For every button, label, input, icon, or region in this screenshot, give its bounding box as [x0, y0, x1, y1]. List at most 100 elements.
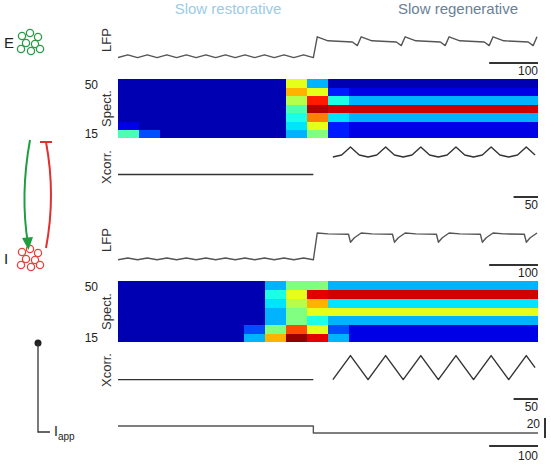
heat-cell — [160, 298, 182, 307]
heat-cell — [202, 333, 224, 342]
heat-cell — [454, 121, 476, 130]
heat-cell — [244, 130, 266, 138]
heat-cell — [286, 87, 308, 96]
heat-cell — [118, 96, 140, 105]
heat-cell — [328, 325, 350, 334]
heat-cell — [475, 325, 497, 334]
panel: LFP100 — [99, 28, 538, 78]
neuron — [36, 45, 43, 52]
heat-cell — [370, 316, 392, 325]
heat-cell — [391, 333, 413, 342]
heat-cell — [349, 298, 371, 307]
heat-cell — [160, 113, 182, 122]
heat-cell — [286, 316, 308, 325]
trace — [333, 356, 535, 380]
population-icon — [17, 245, 43, 270]
heat-cell — [202, 316, 224, 325]
heat-cell — [139, 96, 161, 105]
heat-cell — [433, 290, 455, 299]
heat-cell — [349, 290, 371, 299]
heat-cell — [139, 298, 161, 307]
heat-cell — [391, 298, 413, 307]
heat-cell — [118, 333, 140, 342]
heat-cell — [202, 307, 224, 316]
heat-cell — [496, 87, 518, 96]
heat-cell — [202, 79, 224, 88]
heat-cell — [265, 325, 287, 334]
scale-label: 100 — [518, 266, 538, 280]
tick-label: 15 — [85, 331, 99, 345]
heat-cell — [517, 307, 538, 316]
heat-cell — [433, 298, 455, 307]
heat-cell — [496, 298, 518, 307]
heat-cell — [223, 333, 245, 342]
heat-cell — [181, 333, 203, 342]
heat-cell — [118, 104, 140, 113]
heat-cell — [517, 79, 538, 88]
heat-cell — [391, 290, 413, 299]
heat-cell — [391, 104, 413, 113]
heat-cell — [391, 316, 413, 325]
heat-cell — [265, 290, 287, 299]
heat-cell — [202, 104, 224, 113]
heat-cell — [307, 79, 329, 88]
heat-cell — [328, 96, 350, 105]
heat-cell — [475, 307, 497, 316]
heat-cell — [391, 87, 413, 96]
heat-cell — [118, 87, 140, 96]
heat-cell — [517, 121, 538, 130]
heat-cell — [223, 96, 245, 105]
heat-cell — [433, 325, 455, 334]
neuron — [18, 248, 25, 255]
heat-cell — [118, 121, 140, 130]
heat-cell — [202, 325, 224, 334]
heat-cell — [223, 104, 245, 113]
heat-cell — [391, 130, 413, 138]
excitatory-connection — [24, 140, 30, 244]
heat-cell — [118, 298, 140, 307]
page: {"titles": ["Slow restorative", "Slow re… — [0, 0, 551, 465]
heat-cell — [517, 96, 538, 105]
heat-cell — [328, 290, 350, 299]
heat-cell — [475, 298, 497, 307]
heat-cell — [307, 96, 329, 105]
heat-cell — [391, 113, 413, 122]
heat-cell — [118, 281, 140, 290]
heat-cell — [286, 307, 308, 316]
heat-cell — [412, 333, 434, 342]
heat-cell — [517, 316, 538, 325]
heat-cell — [328, 333, 350, 342]
axis-label: Xcorr. — [99, 353, 114, 387]
heat-cell — [517, 333, 538, 342]
panel: LFP100 — [99, 228, 538, 280]
plot-area — [118, 37, 537, 58]
population-label: I — [4, 250, 8, 267]
heat-cell — [223, 325, 245, 334]
heat-cell — [181, 316, 203, 325]
tick-label: 50 — [85, 280, 99, 294]
heat-cell — [349, 113, 371, 122]
heat-cell — [370, 333, 392, 342]
heat-cell — [160, 96, 182, 105]
tick-label: 50 — [85, 78, 99, 92]
heat-cell — [475, 290, 497, 299]
heat-cell — [244, 281, 266, 290]
heat-cell — [223, 290, 245, 299]
scale-label: 100 — [518, 449, 538, 463]
heat-cell — [412, 298, 434, 307]
neuron — [18, 32, 25, 39]
phase-title: Slow regenerative — [398, 0, 518, 17]
heat-cell — [349, 79, 371, 88]
heat-cell — [307, 281, 329, 290]
heat-cell — [307, 87, 329, 96]
heat-cell — [118, 79, 140, 88]
heat-cell — [370, 298, 392, 307]
heat-cell — [139, 333, 161, 342]
heat-cell — [454, 130, 476, 138]
heat-cell — [265, 79, 287, 88]
heat-cell — [433, 307, 455, 316]
heat-cell — [328, 104, 350, 113]
heat-cell — [412, 130, 434, 138]
heat-cell — [433, 113, 455, 122]
neuron — [34, 249, 41, 256]
